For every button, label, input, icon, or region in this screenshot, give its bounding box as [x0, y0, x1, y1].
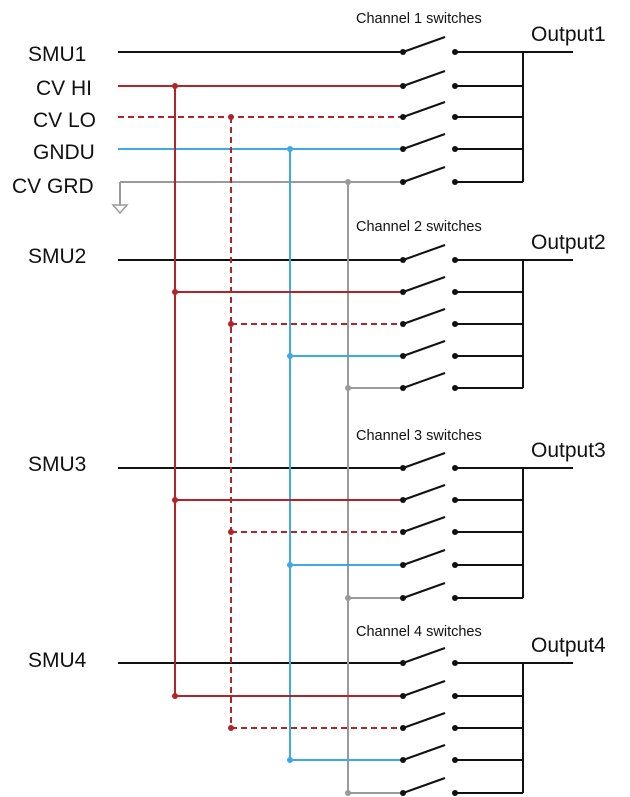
gndu-junction	[287, 757, 293, 763]
cv-lo-junction	[228, 114, 234, 120]
switch-contact-left	[400, 49, 406, 55]
switches	[402, 36, 573, 794]
wires	[111, 51, 403, 794]
switch-contact-left	[400, 179, 406, 185]
label-cv-grd: CV GRD	[12, 175, 94, 198]
switch-contact-left	[400, 353, 406, 359]
cv-grd-junction	[345, 179, 351, 185]
switch-blade	[402, 70, 446, 87]
label-gndu: GNDU	[33, 141, 95, 164]
switch-contact-right	[452, 289, 458, 295]
switch-contact-right	[452, 725, 458, 731]
cv-lo-junction	[228, 321, 234, 327]
switch-blade	[402, 276, 446, 293]
switch-contact-right	[452, 321, 458, 327]
switch-contact-right	[452, 595, 458, 601]
switch-contact-left	[400, 146, 406, 152]
junction-dots	[172, 49, 458, 796]
switch-blade	[402, 244, 446, 261]
label-smu4: SMU4	[28, 649, 87, 672]
switch-blade	[402, 582, 446, 599]
switch-blade	[402, 549, 446, 566]
switch-contact-left	[400, 757, 406, 763]
cv-hi-junction	[172, 83, 178, 89]
switch-contact-right	[452, 497, 458, 503]
output-label-3: Output3	[531, 439, 606, 462]
switch-contact-left	[400, 257, 406, 263]
switch-contact-right	[452, 385, 458, 391]
switch-contact-left	[400, 562, 406, 568]
switch-contact-right	[452, 83, 458, 89]
switch-blade	[402, 712, 446, 729]
switch-contact-left	[400, 114, 406, 120]
switch-contact-right	[452, 562, 458, 568]
switch-contact-left	[400, 497, 406, 503]
switch-contact-right	[452, 660, 458, 666]
switch-contact-right	[452, 465, 458, 471]
group-title-3: Channel 3 switches	[356, 428, 482, 444]
cv-lo-junction	[228, 529, 234, 535]
label-smu1: SMU1	[28, 43, 86, 66]
switch-contact-right	[452, 790, 458, 796]
switch-contact-right	[452, 179, 458, 185]
switch-contact-left	[400, 725, 406, 731]
switch-blade	[402, 516, 446, 533]
switch-contact-right	[452, 49, 458, 55]
cv-lo-junction	[228, 725, 234, 731]
switch-contact-right	[452, 693, 458, 699]
switch-blade	[402, 308, 446, 325]
switch-contact-left	[400, 83, 406, 89]
switch-contact-left	[400, 465, 406, 471]
switch-blade	[402, 372, 446, 389]
label-smu2: SMU2	[28, 245, 86, 268]
switch-blade	[402, 133, 446, 150]
label-smu3: SMU3	[28, 453, 86, 476]
switch-contact-right	[452, 257, 458, 263]
switch-contact-left	[400, 289, 406, 295]
group-title-2: Channel 2 switches	[356, 219, 482, 235]
switch-blade	[402, 680, 446, 697]
switch-blade	[402, 36, 446, 53]
switch-contact-right	[452, 757, 458, 763]
cv-grd-junction	[345, 385, 351, 391]
switch-contact-right	[452, 353, 458, 359]
cv-hi-junction	[172, 289, 178, 295]
cv-grd-junction	[345, 595, 351, 601]
switch-contact-left	[400, 321, 406, 327]
switch-blade	[402, 484, 446, 501]
label-cv-lo: CV LO	[33, 109, 96, 132]
gndu-junction	[287, 562, 293, 568]
switch-blade	[402, 777, 446, 794]
switch-blade	[402, 744, 446, 761]
gndu-junction	[287, 146, 293, 152]
switch-contact-right	[452, 529, 458, 535]
switch-contact-left	[400, 595, 406, 601]
gndu-junction	[287, 353, 293, 359]
group-title-4: Channel 4 switches	[356, 624, 482, 640]
cv-hi-junction	[172, 693, 178, 699]
switch-blade	[402, 452, 446, 469]
switch-contact-left	[400, 693, 406, 699]
switch-blade	[402, 647, 446, 664]
switch-contact-left	[400, 385, 406, 391]
switch-contact-right	[452, 114, 458, 120]
switch-blade	[402, 166, 446, 183]
switch-blade	[402, 340, 446, 357]
ground-icon	[111, 204, 129, 215]
output-label-2: Output2	[531, 231, 606, 254]
cv-hi-junction	[172, 497, 178, 503]
switch-contact-left	[400, 790, 406, 796]
switch-contact-right	[452, 146, 458, 152]
cv-grd-junction	[345, 790, 351, 796]
label-cv-hi: CV HI	[36, 77, 92, 100]
group-title-1: Channel 1 switches	[356, 11, 482, 27]
output-label-1: Output1	[531, 23, 606, 46]
switch-contact-left	[400, 529, 406, 535]
switch-contact-left	[400, 660, 406, 666]
switch-blade	[402, 101, 446, 118]
output-label-4: Output4	[531, 634, 606, 657]
